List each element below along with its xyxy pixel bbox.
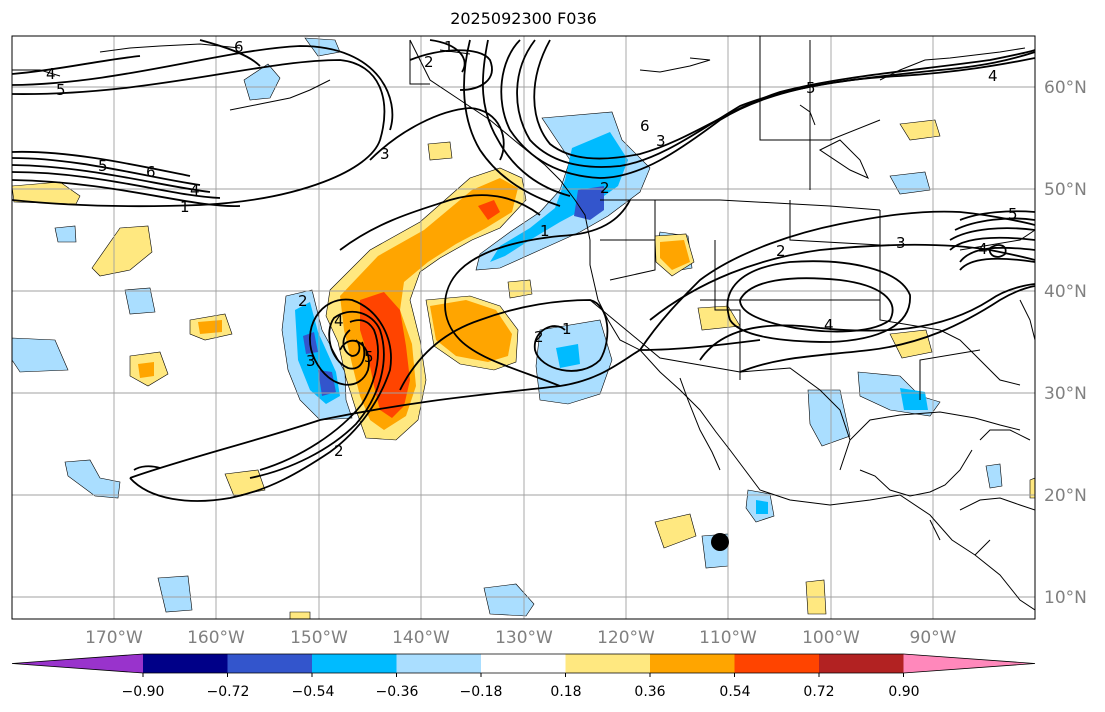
colorbar-segment [565,654,651,673]
location-marker [711,533,729,551]
lat-label: 10°N [1044,588,1087,608]
colorbar-extend-high [903,654,1035,673]
colorbar-tick: 0.72 [803,684,834,700]
latitude-labels: 60°N 50°N 40°N 30°N 20°N 10°N [1044,78,1087,608]
lon-label: 150°W [290,628,348,648]
colorbar-tick: 0.36 [634,684,665,700]
contour-label: 3 [896,234,906,252]
lat-label: 40°N [1044,282,1087,302]
contour-label: 2 [534,328,544,346]
lon-label: 120°W [597,628,655,648]
lon-label: 100°W [802,628,860,648]
contour-label: 4 [824,316,834,334]
colorbar-segment [734,654,820,673]
lat-label: 30°N [1044,384,1087,404]
longitude-labels: 170°W 160°W 150°W 140°W 130°W 120°W 110°… [85,628,957,648]
colorbar-segment [650,654,735,673]
contour-label: 3 [306,352,316,370]
colorbar-tick: 0.90 [888,684,919,700]
lat-label: 50°N [1044,180,1087,200]
colorbar-tick: −0.72 [207,684,250,700]
lat-label: 20°N [1044,486,1087,506]
colorbar-ticks: −0.90 −0.72 −0.54 −0.36 −0.18 0.18 0.36 … [122,684,920,700]
map-title: 2025092300 F036 [450,9,597,28]
contour-label: 2 [776,242,786,260]
contour-label: 2 [298,292,308,310]
contour-label: 5 [1008,205,1018,223]
contour-label: 2 [334,442,344,460]
colorbar-tick: −0.54 [292,684,335,700]
contour-label: 4 [988,67,998,85]
colorbar-extend-low [12,654,143,673]
contour-label: 1 [444,38,454,56]
contour-label: 1 [562,320,572,338]
contour-labels: 4 5 6 5 6 4 1 3 2 1 6 3 2 1 4 5 4 5 3 2 … [46,38,1018,460]
contour-lines [12,39,1035,502]
graticule [12,36,1035,619]
lon-label: 160°W [187,628,245,648]
contour-label: 1 [180,198,190,216]
colorbar-segment [312,654,397,673]
lon-label: 90°W [910,628,957,648]
colorbar-tick: −0.90 [122,684,165,700]
lat-label: 60°N [1044,78,1087,98]
contour-label: 4 [334,312,344,330]
contour-label: 5 [364,348,374,366]
map-panel: 4 5 6 5 6 4 1 3 2 1 6 3 2 1 4 5 4 5 3 2 … [12,36,1035,619]
contour-label: 6 [146,163,156,181]
colorbar-segment [819,654,904,673]
contour-label: 6 [234,38,244,56]
contour-label: 6 [640,117,650,135]
contour-label: 4 [190,181,200,199]
contour-label: 3 [656,132,666,150]
colorbar-segment [143,654,228,673]
contour-label: 4 [46,65,56,83]
contour-label: 4 [978,240,988,258]
contour-label: 5 [56,81,66,99]
lon-label: 130°W [495,628,553,648]
colorbar-segment [396,654,482,673]
colorbar-tick: −0.18 [460,684,503,700]
colorbar [11,653,1036,677]
contour-label: 3 [380,145,390,163]
lon-label: 170°W [85,628,143,648]
colorbar-tick: 0.54 [719,684,750,700]
colorbar-segment [481,654,566,673]
contour-label: 2 [424,53,434,71]
coastlines [12,36,1035,611]
colorbar-tick: 0.18 [550,684,581,700]
contour-label: 2 [600,179,610,197]
contour-label: 1 [540,222,550,240]
lon-label: 110°W [699,628,757,648]
contour-label: 5 [98,157,108,175]
lon-label: 140°W [392,628,450,648]
colorbar-segment [227,654,313,673]
colorbar-tick: −0.36 [376,684,419,700]
map-frame [11,35,1036,620]
contour-label: 5 [806,79,816,97]
